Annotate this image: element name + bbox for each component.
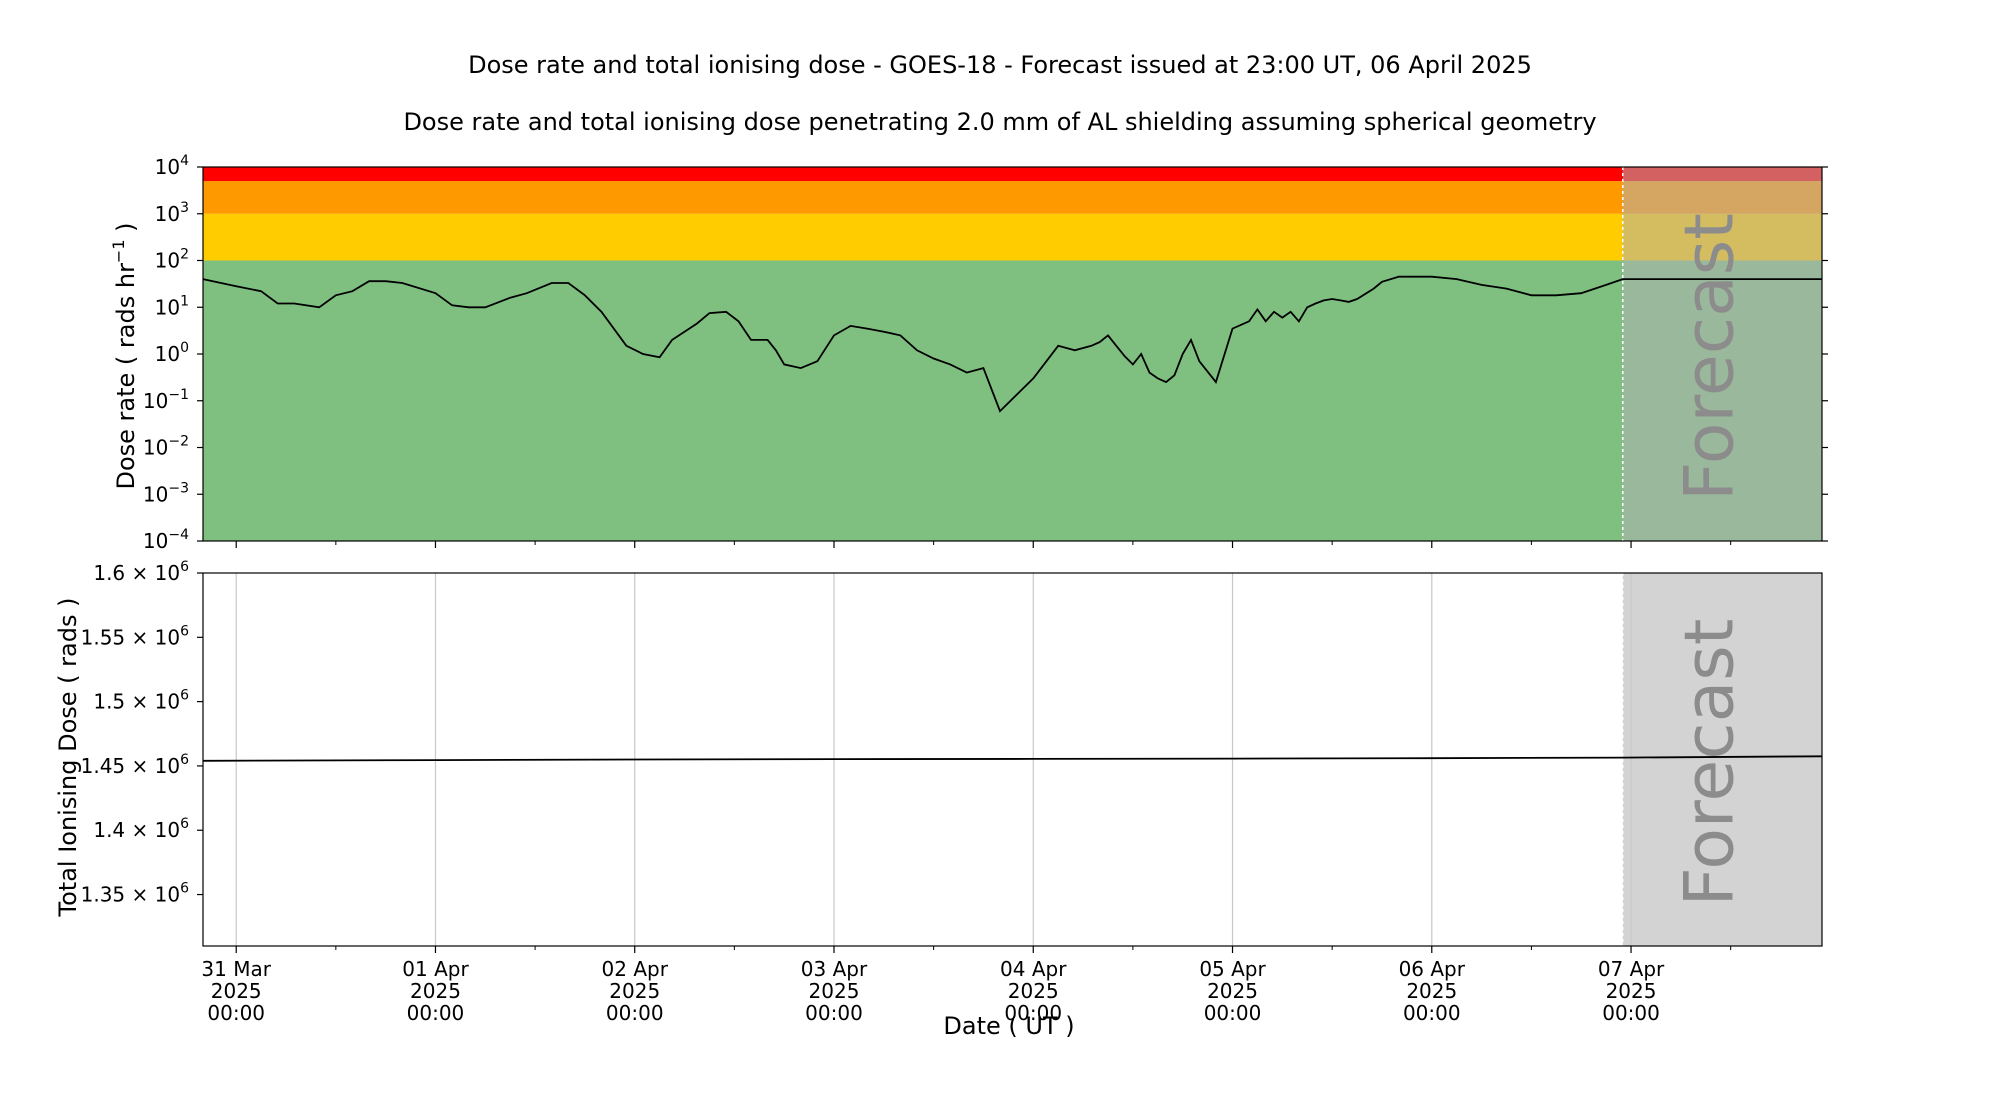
x-tick-label: 07 Apr (1598, 957, 1665, 981)
forecast-shade-bottom (1622, 573, 1822, 946)
x-tick-label: 00:00 (1403, 1001, 1461, 1025)
x-tick-label: 2025 (809, 979, 860, 1003)
total-dose-y-axis-label: Total Ionising Dose ( rads ) (54, 598, 82, 918)
chart-subtitle: Dose rate and total ionising dose penetr… (403, 108, 1596, 136)
x-tick-label: 2025 (609, 979, 660, 1003)
x-tick-label: 00:00 (1004, 1001, 1062, 1025)
total-dose-panel: Forecast 1.6 × 106 1.55 × 106 1.5 × 106 1.45… (81, 559, 1823, 947)
x-axis-label: Date ( UT ) (943, 1012, 1074, 1040)
dose-rate-y-tick-label: 104 (155, 153, 189, 179)
dose-rate-band-2 (203, 181, 1822, 214)
total-dose-series-line (202, 755, 1823, 762)
chart-title: Dose rate and total ionising dose - GOES… (468, 51, 1532, 79)
dose-rate-y-tick-label: 100 (155, 340, 189, 366)
x-tick-label: 02 Apr (602, 957, 669, 981)
forecast-label-top: Forecast (1671, 213, 1750, 501)
x-tick-label: 00:00 (606, 1001, 664, 1025)
total-dose-y-tick-label: 1.6 × 106 (93, 559, 189, 585)
dose-rate-y-tick-label: 101 (155, 293, 189, 319)
total-dose-y-tick-label: 1.55 × 106 (81, 623, 189, 649)
x-tick-label: 2025 (1008, 979, 1059, 1003)
dose-rate-y-axis-label: Dose rate ( rads hr−1 ) (109, 222, 140, 489)
x-tick-label: 2025 (211, 979, 262, 1003)
forecast-label-bottom: Forecast (1671, 619, 1750, 907)
x-tick-label: 2025 (1207, 979, 1258, 1003)
x-tick-label: 2025 (1406, 979, 1457, 1003)
dose-rate-series-line (202, 275, 1822, 413)
x-tick-label: 31 Mar (201, 957, 271, 981)
dose-rate-y-tick-label: 10−3 (143, 480, 189, 506)
x-tick-label: 01 Apr (402, 957, 469, 981)
x-tick-label: 2025 (410, 979, 461, 1003)
x-tick-label: 00:00 (805, 1001, 863, 1025)
dose-rate-band-0 (203, 260, 1822, 541)
x-tick-label: 03 Apr (801, 957, 868, 981)
x-tick-label: 06 Apr (1399, 957, 1466, 981)
total-dose-y-tick-label: 1.35 × 106 (81, 881, 189, 907)
dose-rate-y-tick-label: 103 (155, 200, 189, 226)
total-dose-y-tick-label: 1.45 × 106 (81, 752, 189, 778)
dose-rate-y-tick-label: 10−1 (143, 387, 189, 413)
x-tick-label: 00:00 (1602, 1001, 1660, 1025)
total-dose-frame (202, 572, 1823, 947)
x-tick-label: 05 Apr (1199, 957, 1266, 981)
x-tick-label: 04 Apr (1000, 957, 1067, 981)
dose-rate-y-tick-label: 102 (155, 247, 189, 273)
x-tick-label: 00:00 (1204, 1001, 1262, 1025)
dose-rate-y-tick-label: 10−2 (143, 434, 189, 460)
x-tick-label: 2025 (1606, 979, 1657, 1003)
dose-rate-panel: Forecast 104 103 102 101 100 10−1 10−2 10−3 10−4 (143, 153, 1828, 553)
total-dose-y-tick-label: 1.4 × 106 (93, 816, 189, 842)
forecast-shade-top (1622, 167, 1822, 541)
dose-rate-y-tick-label: 10−4 (143, 527, 189, 553)
x-tick-label: 00:00 (407, 1001, 465, 1025)
total-dose-y-tick-label: 1.5 × 106 (93, 688, 189, 714)
dose-rate-band-3 (203, 167, 1822, 182)
dose-rate-band-1 (203, 213, 1822, 261)
x-tick-label: 00:00 (207, 1001, 265, 1025)
